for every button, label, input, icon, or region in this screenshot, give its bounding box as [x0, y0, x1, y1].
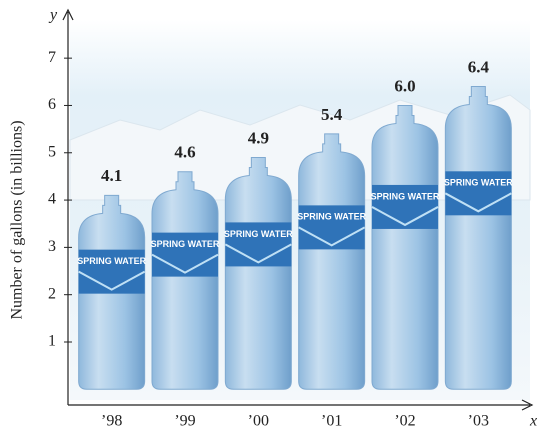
bottle-label-chevron	[444, 192, 512, 213]
bottle-label-chevron	[151, 253, 219, 274]
bottle-text: SPRING WATER	[151, 239, 220, 249]
y-tick-label: 1	[48, 333, 56, 350]
bottle-label	[298, 205, 365, 250]
bottle-label-chevron	[298, 226, 366, 247]
bottle-label	[78, 249, 145, 294]
y-axis-title: Number of gallons (in billions)	[9, 120, 26, 319]
value-label: 6.4	[468, 57, 490, 76]
value-label: 6.0	[394, 76, 415, 95]
bottle-text: SPRING WATER	[77, 256, 146, 266]
y-tick-label: 4	[48, 191, 56, 208]
bottle-label-chevron	[78, 270, 146, 291]
y-axis	[62, 8, 74, 405]
bottle: SPRING WATER	[77, 194, 147, 390]
bottle: SPRING WATER	[297, 133, 367, 390]
bottle-label	[372, 184, 438, 229]
y-tick-label: 5	[48, 143, 56, 160]
bottle-text: SPRING WATER	[371, 191, 440, 201]
y-tick-label: 7	[48, 49, 56, 66]
x-tick-label: ’98	[101, 413, 122, 430]
x-tick-label: ’99	[174, 413, 195, 430]
x-tick-label: ’01	[321, 413, 342, 430]
bottle-text: SPRING WATER	[224, 229, 293, 239]
x-tick-label: ’02	[394, 413, 415, 430]
bar	[224, 156, 292, 390]
x-axis-letter: x	[529, 413, 537, 430]
bottle-label-chevron	[371, 206, 439, 227]
bar	[444, 86, 512, 390]
value-label: 4.6	[174, 143, 195, 162]
value-label: 5.4	[321, 105, 343, 124]
bottle-label-chevron	[224, 243, 292, 264]
bar	[371, 104, 439, 390]
bar	[298, 133, 366, 390]
y-tick-label: 3	[48, 238, 56, 255]
y-tick-label: 2	[48, 285, 56, 302]
x-tick-label: ’03	[468, 413, 489, 430]
value-label: 4.1	[101, 166, 122, 185]
bottle: SPRING WATER	[224, 156, 293, 390]
bottle-label	[445, 171, 512, 216]
bottle-label	[225, 222, 292, 267]
bottle-label	[152, 232, 218, 277]
bottle: SPRING WATER	[444, 86, 513, 390]
bottle: SPRING WATER	[151, 171, 220, 390]
value-label: 4.9	[248, 128, 269, 147]
x-tick-label: ’00	[248, 413, 269, 430]
x-axis	[68, 399, 534, 411]
bottle-text: SPRING WATER	[297, 212, 366, 222]
y-tick-label: 6	[48, 96, 56, 113]
bottle: SPRING WATER	[371, 104, 440, 390]
bar	[151, 171, 219, 390]
bottle-text: SPRING WATER	[444, 178, 513, 188]
y-axis-letter: y	[48, 7, 58, 24]
